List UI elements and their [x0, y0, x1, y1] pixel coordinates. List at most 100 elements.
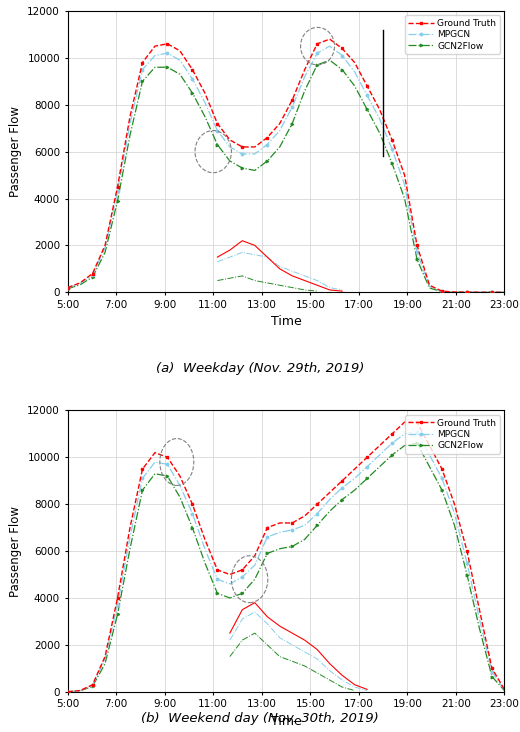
Ground Truth [177, 471, 183, 480]
Ground Truth [464, 288, 470, 296]
GCN2Flow [89, 682, 96, 691]
Ground Truth [451, 288, 458, 296]
MPGCN [489, 668, 495, 676]
Ground Truth [64, 687, 71, 696]
GCN2Flow [164, 63, 171, 72]
GCN2Flow [202, 112, 208, 121]
Ground Truth [389, 430, 395, 438]
MPGCN [501, 288, 508, 296]
GCN2Flow [451, 288, 458, 296]
Ground Truth [389, 135, 395, 144]
MPGCN [489, 288, 495, 296]
MPGCN [426, 282, 433, 291]
Ground Truth [202, 89, 208, 97]
GCN2Flow [339, 65, 345, 74]
GCN2Flow [489, 672, 495, 681]
MPGCN [302, 521, 308, 530]
GCN2Flow [139, 486, 146, 495]
MPGCN [164, 460, 171, 468]
MPGCN [214, 126, 220, 135]
MPGCN [77, 279, 83, 288]
Ground Truth [239, 565, 245, 574]
MPGCN [177, 56, 183, 64]
Ground Truth [464, 547, 470, 556]
Ground Truth [139, 58, 146, 67]
GCN2Flow [114, 196, 121, 205]
Ground Truth [77, 278, 83, 287]
MPGCN [252, 561, 258, 569]
MPGCN [364, 91, 370, 100]
GCN2Flow [364, 474, 370, 483]
GCN2Flow [227, 157, 233, 165]
GCN2Flow [302, 535, 308, 544]
MPGCN [451, 509, 458, 518]
GCN2Flow [414, 439, 420, 448]
MPGCN [89, 270, 96, 279]
Ground Truth [376, 105, 383, 114]
Ground Truth [476, 288, 483, 296]
GCN2Flow [414, 255, 420, 264]
Ground Truth [476, 605, 483, 614]
Y-axis label: Passenger Flow: Passenger Flow [9, 506, 22, 597]
MPGCN [414, 427, 420, 436]
GCN2Flow [277, 545, 283, 553]
Ground Truth [77, 686, 83, 695]
GCN2Flow [189, 523, 196, 532]
GCN2Flow [439, 287, 445, 296]
Ground Truth [327, 488, 333, 497]
GCN2Flow [476, 624, 483, 633]
Ground Truth [102, 241, 108, 250]
MPGCN [152, 51, 158, 60]
MPGCN [401, 430, 408, 438]
Text: (a)  Weekday (Nov. 29th, 2019): (a) Weekday (Nov. 29th, 2019) [156, 362, 364, 376]
GCN2Flow [401, 441, 408, 450]
X-axis label: Time: Time [270, 715, 302, 728]
MPGCN [289, 102, 295, 111]
MPGCN [239, 572, 245, 581]
Ground Truth [289, 518, 295, 527]
MPGCN [302, 72, 308, 81]
MPGCN [364, 463, 370, 471]
GCN2Flow [177, 70, 183, 78]
Ground Truth [164, 40, 171, 48]
GCN2Flow [364, 105, 370, 114]
GCN2Flow [77, 280, 83, 289]
Ground Truth [364, 81, 370, 90]
GCN2Flow [289, 119, 295, 128]
GCN2Flow [114, 610, 121, 619]
GCN2Flow [464, 288, 470, 296]
Line: Ground Truth: Ground Truth [66, 38, 506, 294]
Ground Truth [439, 287, 445, 296]
MPGCN [277, 528, 283, 537]
MPGCN [464, 559, 470, 567]
GCN2Flow [352, 486, 358, 495]
MPGCN [414, 248, 420, 257]
GCN2Flow [451, 521, 458, 530]
GCN2Flow [314, 521, 320, 530]
GCN2Flow [64, 687, 71, 696]
Line: MPGCN: MPGCN [67, 45, 505, 294]
GCN2Flow [214, 589, 220, 597]
Ground Truth [277, 119, 283, 128]
MPGCN [439, 474, 445, 483]
Ground Truth [327, 34, 333, 43]
GCN2Flow [252, 166, 258, 175]
MPGCN [102, 654, 108, 663]
Ground Truth [439, 465, 445, 474]
Ground Truth [152, 448, 158, 457]
MPGCN [227, 580, 233, 589]
GCN2Flow [426, 463, 433, 471]
Ground Truth [202, 535, 208, 544]
MPGCN [476, 288, 483, 296]
Ground Truth [414, 241, 420, 250]
Ground Truth [426, 441, 433, 450]
Ground Truth [189, 65, 196, 74]
MPGCN [202, 98, 208, 107]
Ground Truth [314, 500, 320, 509]
Legend: Ground Truth, MPGCN, GCN2Flow: Ground Truth, MPGCN, GCN2Flow [405, 15, 500, 54]
GCN2Flow [389, 451, 395, 460]
Ground Truth [339, 44, 345, 53]
Ground Truth [114, 594, 121, 602]
GCN2Flow [264, 549, 270, 558]
Ground Truth [414, 418, 420, 427]
